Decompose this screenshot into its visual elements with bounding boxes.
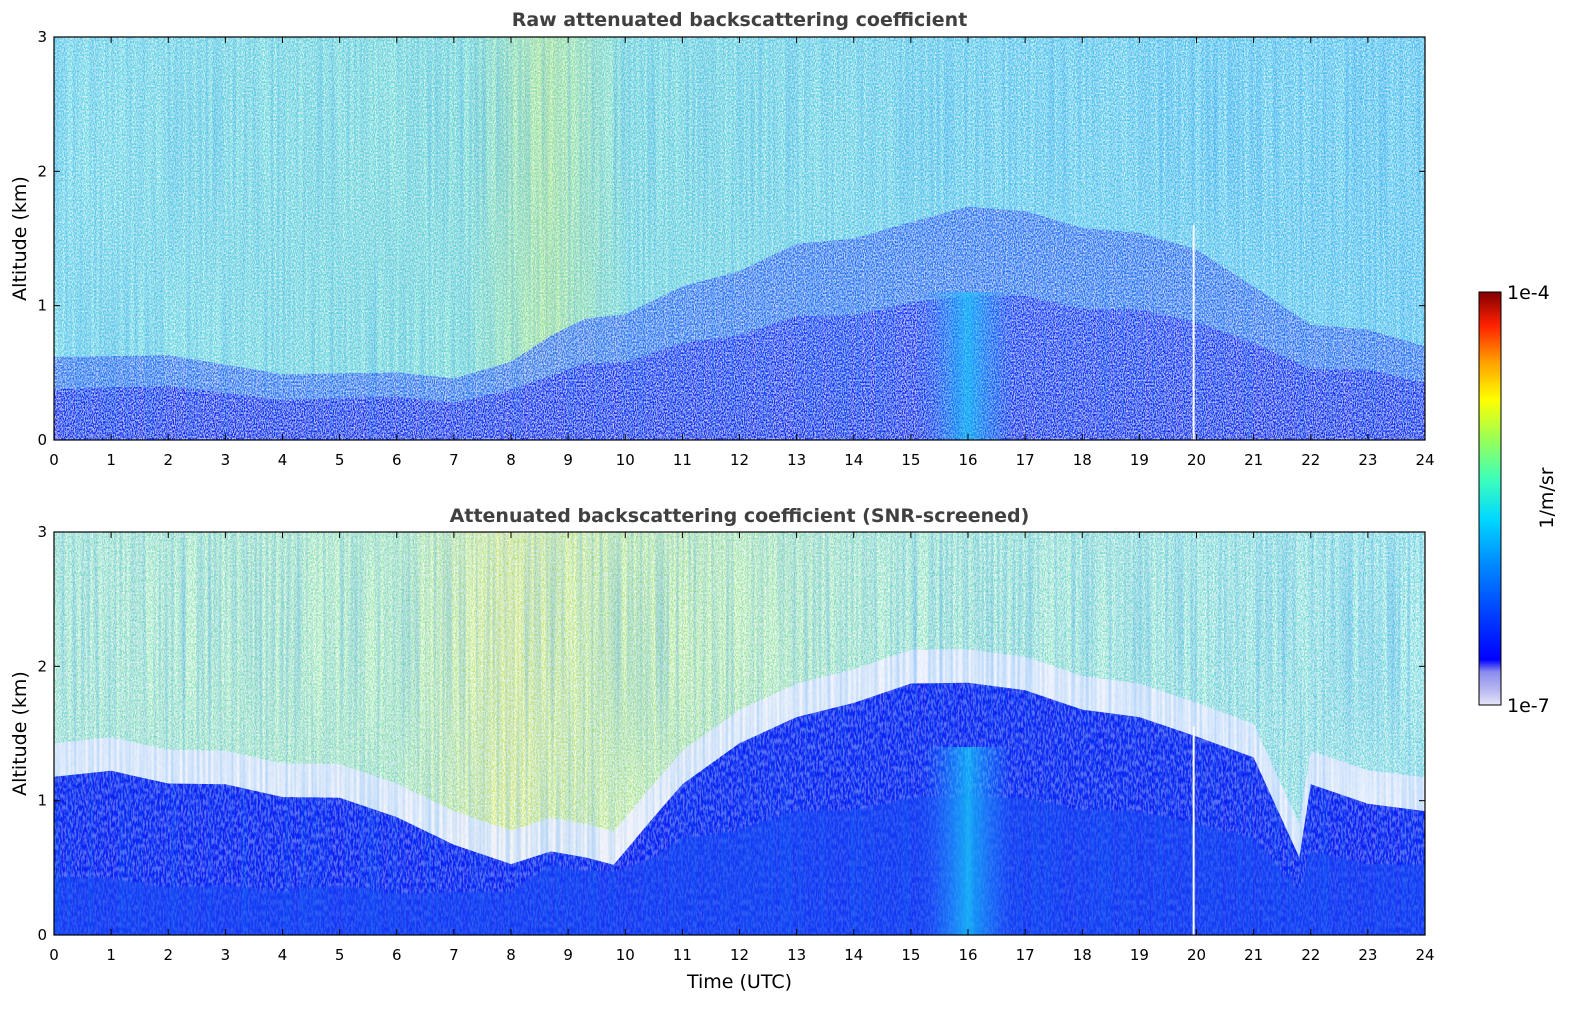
panel-title: Raw attenuated backscattering coefficien… (512, 9, 968, 31)
x-axis: 0 1 2 3 4 5 6 7 8 9 10 11 12 13 14 15 16 17 18 19 20 21 22 23 24 (49, 37, 1435, 469)
vertical-streaks (54, 37, 1425, 440)
x-tick-label: 17 (1016, 946, 1035, 964)
y-tick-label: 0 (37, 431, 47, 449)
y-axis: 0 1 2 3 (37, 28, 1425, 449)
y-tick-label: 3 (37, 28, 47, 46)
heatmap-area (54, 37, 1425, 440)
x-tick-label: 9 (563, 451, 573, 469)
x-tick-label: 13 (787, 451, 806, 469)
x-tick-label: 11 (673, 946, 692, 964)
y-axis: 0 1 2 3 (37, 523, 1425, 944)
x-tick-label: 1 (106, 946, 116, 964)
x-tick-label: 21 (1244, 451, 1263, 469)
y-tick-label: 1 (37, 297, 47, 315)
x-axis-label: Time (UTC) (686, 971, 792, 993)
x-tick-label: 16 (958, 946, 977, 964)
colorbar-label: 1/m/sr (1536, 467, 1558, 528)
x-tick-label: 3 (221, 451, 231, 469)
colorbar-max-label: 1e-4 (1507, 282, 1550, 304)
x-tick-label: 21 (1244, 946, 1263, 964)
x-tick-label: 24 (1415, 946, 1434, 964)
colorbar-gradient (1478, 291, 1502, 706)
x-tick-label: 9 (563, 946, 573, 964)
x-tick-label: 18 (1073, 946, 1092, 964)
x-tick-label: 4 (278, 946, 288, 964)
colorbar: 1e-4 1e-7 1/m/sr (1478, 282, 1558, 717)
x-tick-label: 10 (616, 946, 635, 964)
panel-raw: Raw attenuated backscattering coefficien… (9, 9, 1435, 469)
x-tick-label: 23 (1358, 451, 1377, 469)
x-tick-label: 19 (1130, 946, 1149, 964)
x-tick-label: 5 (335, 451, 345, 469)
x-tick-label: 2 (163, 946, 173, 964)
x-tick-label: 20 (1187, 946, 1206, 964)
x-tick-label: 13 (787, 946, 806, 964)
y-tick-label: 0 (37, 926, 47, 944)
colorbar-min-label: 1e-7 (1507, 695, 1550, 717)
x-tick-label: 7 (449, 451, 459, 469)
y-tick-label: 3 (37, 523, 47, 541)
panel-snr: Attenuated backscattering coefficient (S… (9, 505, 1435, 993)
y-tick-label: 2 (37, 657, 47, 675)
x-tick-label: 15 (901, 946, 920, 964)
x-tick-label: 10 (616, 451, 635, 469)
x-tick-label: 11 (673, 451, 692, 469)
y-axis-label: Altitude (km) (9, 176, 31, 301)
y-tick-label: 1 (37, 792, 47, 810)
panel-title: Attenuated backscattering coefficient (S… (450, 505, 1030, 527)
x-tick-label: 6 (392, 946, 402, 964)
x-tick-label: 24 (1415, 451, 1434, 469)
x-tick-label: 16 (958, 451, 977, 469)
y-axis-label: Altitude (km) (9, 671, 31, 796)
x-tick-label: 23 (1358, 946, 1377, 964)
x-tick-label: 14 (844, 451, 863, 469)
x-tick-label: 4 (278, 451, 288, 469)
x-tick-label: 18 (1073, 451, 1092, 469)
x-tick-label: 0 (49, 946, 59, 964)
x-tick-label: 14 (844, 946, 863, 964)
x-tick-label: 7 (449, 946, 459, 964)
x-tick-label: 5 (335, 946, 345, 964)
x-tick-label: 1 (106, 451, 116, 469)
x-tick-label: 17 (1016, 451, 1035, 469)
x-tick-label: 22 (1301, 451, 1320, 469)
x-tick-label: 8 (506, 451, 516, 469)
x-tick-label: 3 (221, 946, 231, 964)
x-tick-label: 15 (901, 451, 920, 469)
y-tick-label: 2 (37, 162, 47, 180)
x-axis: 0 1 2 3 4 5 6 7 8 9 10 11 12 13 14 15 16 17 18 19 20 21 22 23 24 (49, 532, 1435, 964)
x-tick-label: 20 (1187, 451, 1206, 469)
x-tick-label: 6 (392, 451, 402, 469)
x-tick-label: 12 (730, 946, 749, 964)
x-tick-label: 8 (506, 946, 516, 964)
x-tick-label: 2 (163, 451, 173, 469)
x-tick-label: 0 (49, 451, 59, 469)
heatmap-area (54, 532, 1425, 935)
x-tick-label: 19 (1130, 451, 1149, 469)
x-tick-label: 12 (730, 451, 749, 469)
x-tick-label: 22 (1301, 946, 1320, 964)
vertical-streaks (54, 532, 1425, 935)
